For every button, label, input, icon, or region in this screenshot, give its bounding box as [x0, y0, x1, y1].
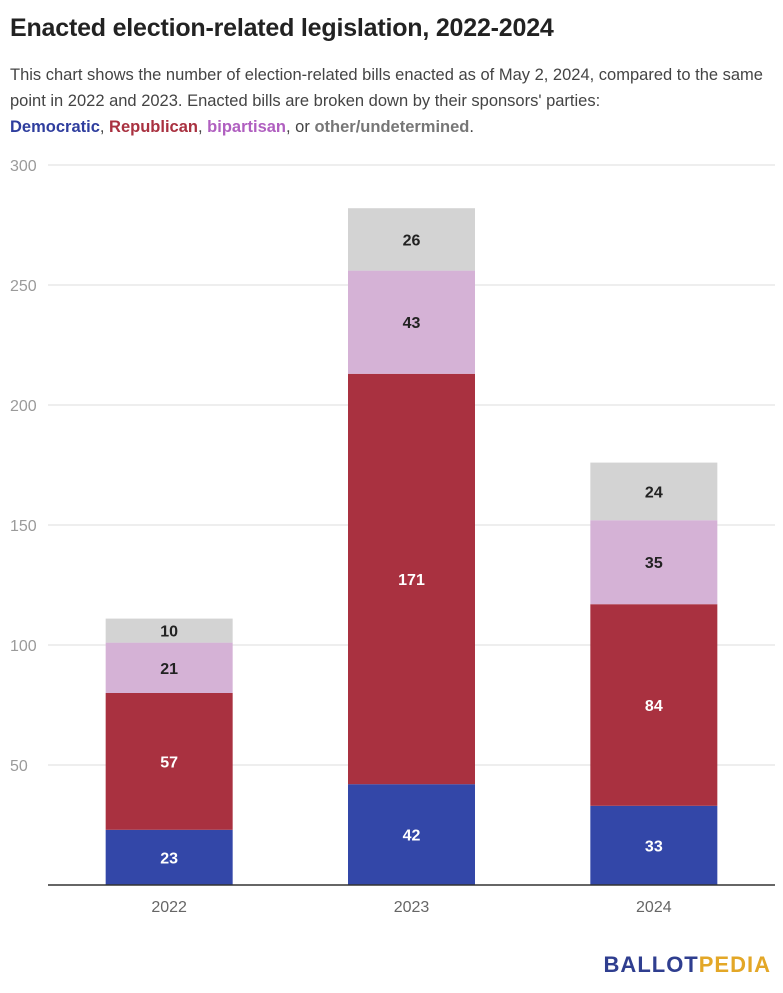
legend-democratic: Democratic — [10, 118, 100, 136]
data-label: 57 — [160, 754, 178, 771]
data-label: 171 — [398, 572, 425, 589]
bar-segment — [105, 642, 233, 693]
logo-text-pedia: PEDIA — [698, 952, 771, 977]
y-tick-label: 300 — [10, 158, 37, 175]
data-label: 43 — [403, 315, 421, 332]
bar-segment — [590, 604, 718, 806]
stacked-bar-chart: 50 100 150 200 250 300 23 57 21 10 2022 42 171 43 26 20… — [10, 158, 775, 916]
legend-separator: , or — [286, 118, 315, 136]
data-label: 23 — [160, 850, 178, 867]
ballotpedia-logo: BALLOTPEDIA — [604, 952, 771, 978]
x-tick-label: 2023 — [394, 899, 430, 916]
logo-text-ballot: BALLOT — [603, 952, 699, 977]
data-label: 84 — [645, 698, 663, 715]
bar-segment — [105, 829, 233, 885]
chart-title: Enacted election-related legislation, 20… — [10, 14, 554, 42]
legend-end: . — [469, 118, 474, 136]
bar-segment — [105, 618, 233, 643]
y-tick-label: 100 — [10, 638, 37, 655]
y-tick-label: 250 — [10, 278, 37, 295]
data-label: 35 — [645, 555, 663, 572]
y-tick-label: 150 — [10, 518, 37, 535]
data-label: 42 — [403, 828, 421, 845]
data-label: 24 — [645, 484, 663, 501]
bar-segment — [590, 805, 718, 885]
y-tick-label: 200 — [10, 398, 37, 415]
legend-republican: Republican — [109, 118, 198, 136]
data-label: 21 — [160, 661, 178, 678]
bar-segment — [590, 520, 718, 605]
y-tick-label: 50 — [10, 758, 28, 775]
bar-segment — [348, 373, 475, 785]
bar-segment — [348, 208, 475, 271]
x-tick-label: 2024 — [636, 899, 672, 916]
legend-separator: , — [99, 118, 110, 136]
legend-separator: , — [197, 118, 208, 136]
chart-subtitle: This chart shows the number of election-… — [10, 62, 780, 140]
bar-segment — [590, 462, 718, 521]
data-label: 10 — [160, 624, 178, 641]
bar-segment — [348, 784, 475, 885]
data-label: 33 — [645, 838, 663, 855]
bar-segment — [105, 693, 233, 830]
data-label: 26 — [403, 232, 421, 249]
legend-other: other/undetermined — [314, 118, 470, 136]
x-tick-label: 2022 — [151, 899, 187, 916]
legend-bipartisan: bipartisan — [207, 118, 287, 136]
bar-segment — [348, 270, 475, 374]
subtitle-text: This chart shows the number of election-… — [10, 66, 763, 110]
